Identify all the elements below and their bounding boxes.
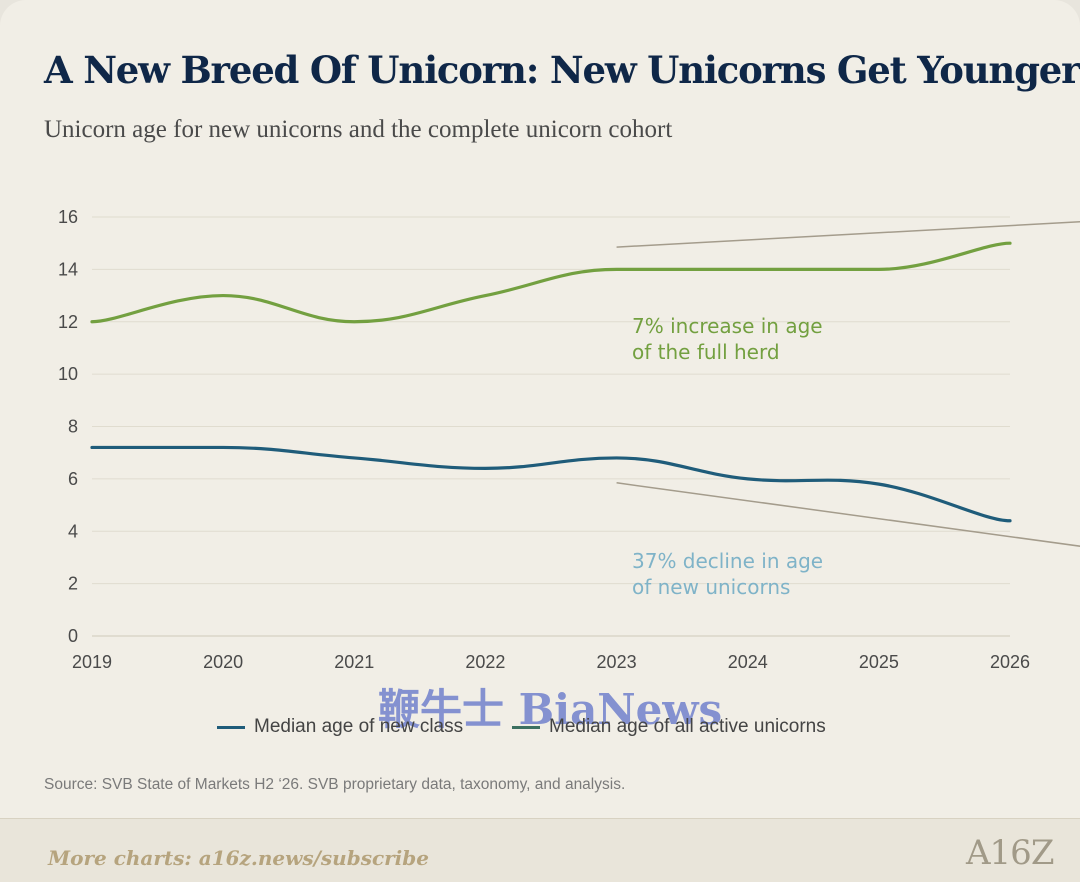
legend-swatch-all-active bbox=[512, 725, 540, 729]
subscribe-link[interactable]: More charts: a16z.news/subscribe bbox=[48, 846, 429, 870]
chart-legend: Median age of new class Median age of al… bbox=[0, 716, 1080, 746]
y-tick-label: 12 bbox=[58, 312, 78, 332]
footer-bar: More charts: a16z.news/subscribe A16Z bbox=[0, 818, 1080, 882]
trend-arrow-up bbox=[616, 221, 1080, 248]
line-chart: 0 2 4 6 8 10 12 14 16 2019 2020 2021 2022 2023 2024 202… bbox=[58, 207, 1080, 672]
series-line-new-class bbox=[90, 445, 1012, 523]
y-tick-label: 8 bbox=[68, 417, 78, 437]
x-tick-label: 2022 bbox=[465, 652, 505, 672]
x-tick-label: 2020 bbox=[203, 652, 243, 672]
a16z-logo: A16Z bbox=[966, 833, 1054, 873]
annotation-decline: 37% decline in age bbox=[632, 549, 823, 573]
x-tick-label: 2026 bbox=[990, 652, 1030, 672]
x-tick-label: 2021 bbox=[334, 652, 374, 672]
y-tick-label: 10 bbox=[58, 364, 78, 384]
trend-arrow-down bbox=[616, 482, 1080, 547]
annotation-decline: of new unicorns bbox=[632, 575, 790, 599]
y-tick-label: 0 bbox=[68, 626, 78, 646]
legend-item-new-class: Median age of new class bbox=[217, 716, 463, 738]
legend-label-new-class: Median age of new class bbox=[254, 716, 464, 737]
page-title: A New Breed Of Unicorn: New Unicorns Get… bbox=[44, 48, 1080, 92]
y-tick-label: 2 bbox=[68, 574, 78, 594]
y-tick-label: 6 bbox=[68, 469, 78, 489]
legend-swatch-new-class bbox=[217, 725, 245, 729]
legend-item-all-active: Median age of all active unicorns bbox=[512, 716, 826, 738]
y-tick-label: 16 bbox=[58, 207, 78, 227]
bianews-watermark: 鞭牛士 BiaNews bbox=[378, 685, 723, 734]
annotation-increase: of the full herd bbox=[632, 340, 780, 364]
annotation-increase: 7% increase in age bbox=[632, 314, 823, 338]
x-tick-label: 2019 bbox=[72, 652, 112, 672]
x-tick-label: 2023 bbox=[597, 652, 637, 672]
source-note: Source: SVB State of Markets H2 ‘26. SVB… bbox=[44, 776, 626, 793]
chart-subtitle: Unicorn age for new unicorns and the com… bbox=[44, 116, 673, 143]
x-tick-label: 2025 bbox=[859, 652, 899, 672]
legend-label-all-active: Median age of all active unicorns bbox=[549, 716, 826, 737]
series-line-all-active bbox=[90, 241, 1012, 324]
y-tick-label: 14 bbox=[58, 259, 78, 279]
chart-card: A New Breed Of Unicorn: New Unicorns Get… bbox=[0, 48, 1080, 793]
y-tick-label: 4 bbox=[68, 521, 78, 541]
x-tick-label: 2024 bbox=[728, 652, 768, 672]
